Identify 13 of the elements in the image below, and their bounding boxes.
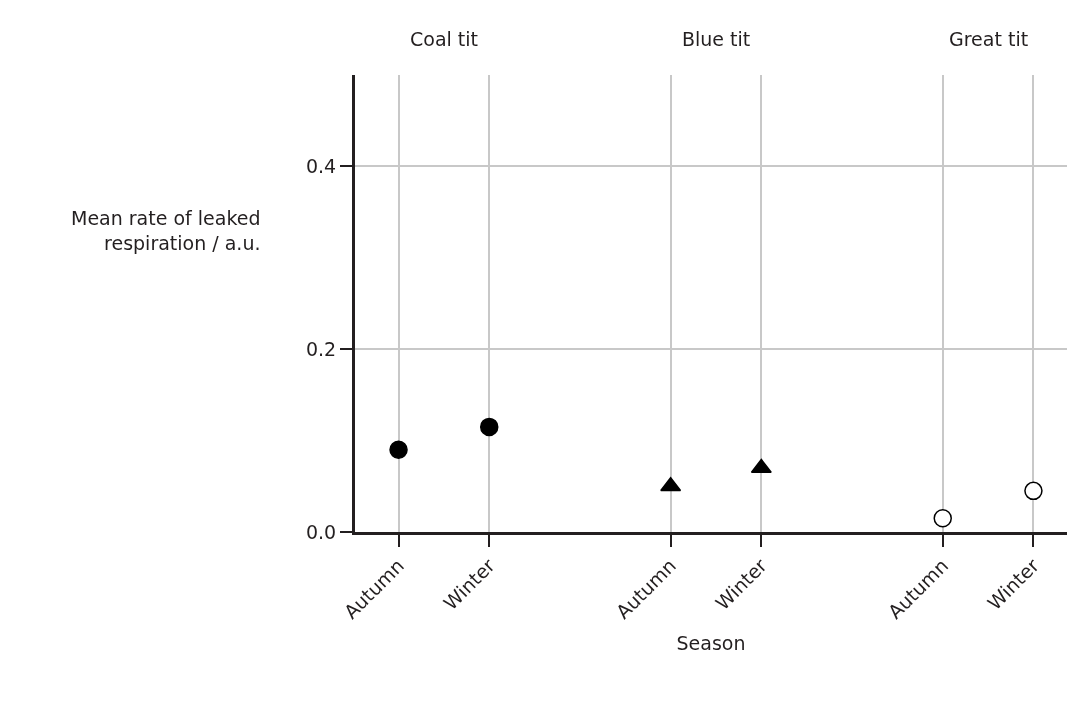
point [750, 458, 772, 474]
point [389, 440, 408, 459]
y-tick-label: 0.4 [305, 155, 337, 178]
point [933, 509, 952, 528]
text: Coal tit [410, 28, 479, 50]
y-axis-title: Mean rate of leaked respiration / a.u. [71, 207, 261, 254]
point [480, 417, 499, 437]
x-axis-title: Season [676, 631, 746, 654]
text: Blue tit [682, 28, 751, 50]
text: Great tit [949, 28, 1029, 50]
point [1024, 481, 1043, 501]
y-tick-label: 0.2 [305, 337, 337, 360]
y-tick-label: 0.0 [305, 520, 337, 543]
